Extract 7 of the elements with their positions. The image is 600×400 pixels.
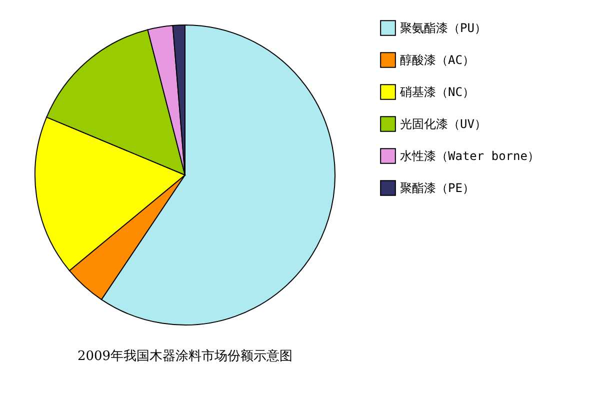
- legend-label: 聚氨酯漆（PU）: [400, 21, 486, 35]
- legend-label: 光固化漆（UV）: [400, 117, 486, 131]
- legend-label: 醇酸漆（AC）: [400, 53, 474, 67]
- text: 2009年我国木器涂料市场份额示意图: [77, 349, 293, 364]
- legend-label: 聚酯漆（PE）: [400, 181, 474, 195]
- legend-label: 硝基漆（NC）: [399, 85, 474, 99]
- legend-label: 水性漆（Water borne）: [400, 149, 540, 163]
